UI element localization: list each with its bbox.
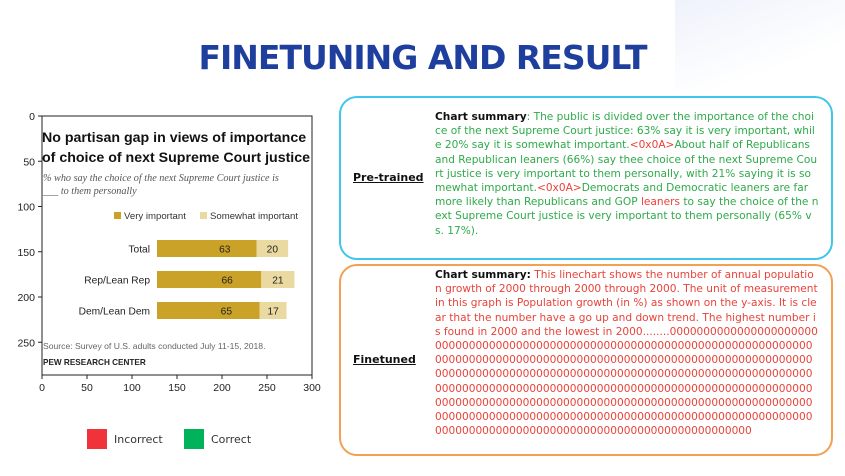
legend-incorrect-label: Incorrect [114, 433, 163, 446]
x-tick-label: 300 [303, 382, 321, 394]
bar-somewhat-important [256, 240, 289, 257]
finetuned-segment-incorrect: This linechart shows the number of annua… [435, 269, 818, 438]
bar-very-important [157, 302, 260, 319]
finetuned-panel: Finetuned Chart summary: This linechart … [339, 264, 833, 456]
y-tick-label: 100 [17, 202, 35, 214]
pretrained-tag: Pre-trained [353, 171, 424, 184]
x-tick-label: 250 [258, 382, 276, 394]
image-y-axis: 0 50 100 150 200 250 [17, 111, 42, 349]
y-tick-label: 0 [29, 111, 35, 123]
y-tick-label: 200 [17, 292, 35, 304]
legend-incorrect-swatch [87, 429, 107, 449]
chart-title-line2: of choice of next Supreme Court justice [42, 150, 310, 166]
category-label: Total [128, 245, 150, 256]
chart-legend-label: Somewhat important [210, 211, 298, 222]
category-label: Dem/Lean Dem [79, 307, 150, 318]
legend-correct-swatch [184, 429, 204, 449]
image-x-axis: 0 50 100 150 200 250 300 [39, 375, 321, 394]
bar-value-label: 21 [272, 276, 284, 287]
bar-value-label: 20 [267, 245, 279, 256]
chart-subtitle-line2: ___ to them personally [42, 186, 137, 197]
chart-legend-swatch [200, 212, 207, 219]
x-tick-label: 150 [168, 382, 186, 394]
y-tick-label: 50 [23, 156, 35, 168]
legend-correct-label: Correct [211, 433, 252, 446]
chart-legend: Very important Somewhat important [114, 211, 298, 222]
pretrained-segment-correct: : The public is divided over the importa… [435, 111, 815, 152]
bar-value-label: 17 [267, 307, 279, 318]
chart-source: Source: Survey of U.S. adults conducted … [43, 341, 265, 351]
chart-figure: 0 50 100 150 200 250 0 50 100 150 200 250 300 No pa… [17, 111, 321, 394]
chart-subtitle-line1: % who say the choice of the next Supreme… [43, 173, 279, 184]
chart-legend-label: Very important [124, 211, 186, 222]
pretrained-segment-incorrect: <0x0A> [629, 139, 675, 152]
chart-legend-swatch [114, 212, 121, 219]
bar-very-important [157, 271, 262, 288]
pretrained-summary: Chart summary: The public is divided ove… [435, 110, 819, 238]
bar-very-important [157, 240, 257, 257]
pretrained-panel: Pre-trained Chart summary: The public is… [339, 96, 833, 260]
x-tick-label: 50 [81, 382, 93, 394]
pretrained-segment-correct: to say the choice of the next Supreme Co… [435, 196, 819, 237]
finetuned-summary: Chart summary: This linechart shows the … [435, 268, 819, 438]
pretrained-summary-label: Chart summary [435, 111, 527, 123]
pretrained-segment-incorrect: <0x0A> [536, 182, 582, 195]
bar-value-label: 63 [219, 245, 231, 256]
chart-bars: Total 63 20 Rep/Lean Rep 66 21 Dem/Lean Dem 65 1… [79, 240, 295, 319]
pretrained-segment-incorrect: leaners [640, 196, 681, 209]
chart-title-line1: No partisan gap in views of importance [42, 130, 306, 146]
bar-somewhat-important [261, 271, 295, 288]
slide-title: FINETUNING AND RESULT [198, 38, 647, 77]
finetuned-tag: Finetuned [353, 353, 416, 366]
bar-value-label: 65 [221, 307, 233, 318]
pretrained-segment-correct: About half of Republicans and Republican… [435, 139, 818, 195]
corner-decoration [675, 0, 845, 90]
chart-credit: PEW RESEARCH CENTER [43, 358, 146, 367]
y-tick-label: 150 [17, 247, 35, 259]
x-tick-label: 0 [39, 382, 45, 394]
pretrained-segment-correct: Democrats and Democratic leaners are far… [435, 182, 809, 209]
x-tick-label: 100 [123, 382, 141, 394]
category-label: Rep/Lean Rep [84, 276, 150, 287]
finetuned-summary-label: Chart summary: [435, 269, 531, 281]
bar-somewhat-important [259, 302, 287, 319]
y-tick-label: 250 [17, 337, 35, 349]
bar-value-label: 66 [221, 276, 233, 287]
x-tick-label: 200 [213, 382, 231, 394]
